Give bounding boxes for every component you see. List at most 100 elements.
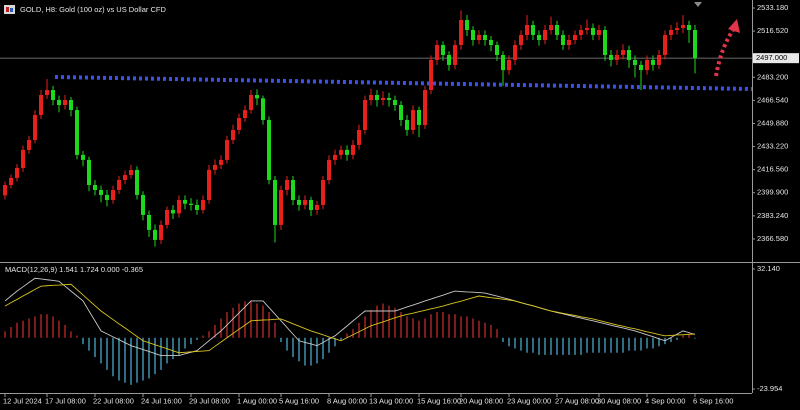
candle-body (81, 154, 85, 160)
y-tick-label: 2449.880 (757, 118, 788, 127)
candle-body (465, 20, 469, 31)
candle-body (579, 30, 583, 36)
candle-body (609, 54, 613, 60)
candle-body (573, 35, 577, 40)
candle-body (315, 204, 319, 210)
candle-body (387, 97, 391, 101)
candle-body (405, 119, 409, 130)
candle-body (483, 35, 487, 40)
candle-body (171, 209, 175, 214)
candle-body (549, 25, 553, 31)
x-tick-label: 27 Aug 08:00 (555, 396, 599, 405)
candle-body (57, 100, 61, 106)
candle-body (303, 199, 307, 205)
candle-body (237, 118, 241, 130)
candle-body (159, 224, 163, 240)
candle-body (141, 194, 145, 215)
candle-body (9, 177, 13, 185)
candle-body (627, 49, 631, 60)
candle-body (321, 180, 325, 205)
candle-body (279, 189, 283, 225)
candle-body (3, 184, 7, 196)
candle-body (687, 25, 691, 31)
candle-body (585, 27, 589, 31)
candle-body (501, 54, 505, 71)
candle-body (597, 30, 601, 36)
candle-body (21, 149, 25, 168)
candle-body (537, 35, 541, 40)
candle-body (267, 119, 271, 181)
x-tick-label: 13 Aug 00:00 (369, 396, 413, 405)
candle-body (189, 203, 193, 205)
candle-body (495, 44, 499, 55)
indicator-title: MACD(12,26,9) 1.541 1.724 0.000 -0.365 (5, 265, 143, 274)
candle-body (165, 209, 169, 225)
candle-body (657, 54, 661, 65)
candle-body (225, 139, 229, 160)
candle-body (531, 25, 535, 36)
candle-body (285, 180, 289, 190)
candle-body (417, 109, 421, 125)
candle-body (63, 100, 67, 106)
candle-body (603, 30, 607, 55)
candle-body (75, 109, 79, 155)
candle-body (213, 164, 217, 170)
candle-body (453, 44, 457, 65)
candle-body (27, 139, 31, 150)
symbol-icon (4, 5, 15, 14)
x-tick-label: 6 Sep 16:00 (693, 396, 733, 405)
y-tick-label: 2466.540 (757, 95, 788, 104)
candle-body (273, 180, 277, 225)
candle-body (129, 169, 133, 176)
candle-body (471, 30, 475, 40)
candle-body (423, 90, 427, 125)
candle-body (243, 109, 247, 119)
candle-body (591, 27, 595, 36)
candle-body (519, 35, 523, 45)
candle-body (669, 30, 673, 36)
y-tick-label: 2366.580 (757, 234, 788, 243)
candle-body (363, 100, 367, 130)
candle-body (327, 159, 331, 181)
candle-body (693, 30, 697, 59)
y-tick-label: 2399.900 (757, 188, 788, 197)
candle-body (489, 39, 493, 45)
y-tick-label: -23.954 (757, 384, 782, 393)
y-tick-label: 2516.520 (757, 26, 788, 35)
plot-layer: 2533.180 2516.520 2483.200 2466.540 2449.880… (0, 3, 799, 405)
candle-body (255, 95, 259, 99)
candle-body (633, 59, 637, 65)
x-tick-label: 15 Aug 16:00 (417, 396, 461, 405)
candle-body (639, 64, 643, 71)
x-tick-label: 12 Jul 2024 (3, 396, 42, 405)
candle-body (429, 59, 433, 91)
candle-body (39, 95, 43, 115)
x-tick-label: 24 Jul 16:00 (141, 396, 182, 405)
signal-line (4, 283, 696, 354)
candle-body (447, 54, 451, 65)
candle-body (135, 169, 139, 195)
candle-body (615, 54, 619, 60)
candle-body (459, 20, 463, 45)
x-tick-label: 1 Aug 00:00 (237, 396, 277, 405)
candle-body (525, 25, 529, 36)
candle-body (375, 95, 379, 101)
y-tick-label: 2533.180 (757, 3, 788, 12)
candle-body (435, 44, 439, 60)
trend-arrow (714, 28, 735, 77)
y-tick-label: 2416.560 (757, 165, 788, 174)
x-tick-label: 8 Aug 00:00 (327, 396, 367, 405)
candle-body (249, 95, 253, 110)
candle-body (675, 27, 679, 31)
x-tick-label: 30 Aug 08:00 (597, 396, 641, 405)
symbol-icon-bar (10, 8, 13, 12)
current-price-box (753, 53, 799, 64)
candle-body (33, 114, 37, 140)
candle-body (345, 149, 349, 155)
candle-body (99, 189, 103, 195)
candle-body (45, 90, 49, 96)
x-tick-label: 22 Jul 08:00 (93, 396, 134, 405)
x-tick-label: 4 Sep 00:00 (645, 396, 685, 405)
candle-body (441, 44, 445, 55)
